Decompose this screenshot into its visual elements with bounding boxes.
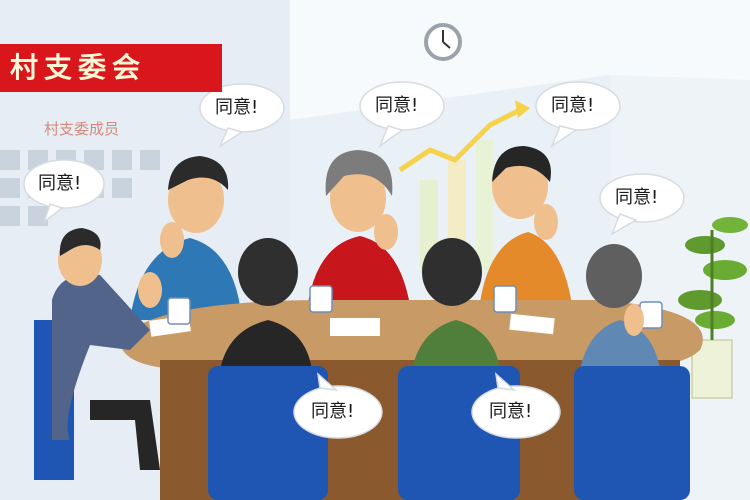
speech-bubble-text: 同意! [615, 187, 659, 208]
wall-clock-icon [424, 23, 462, 61]
speech-bubble-text: 同意! [375, 95, 419, 116]
speech-bubble-text: 同意! [311, 401, 355, 422]
speech-bubbles [23, 81, 685, 439]
person-left-seated [34, 228, 162, 480]
person-front-middle [412, 238, 500, 370]
board-caption: 村支委成员 [44, 120, 120, 138]
speech-bubble-text: 同意! [551, 95, 595, 116]
speech-bubble-text: 同意! [215, 97, 259, 118]
committee-banner: 村支委会 [0, 44, 222, 92]
speech-bubble-text: 同意! [38, 173, 82, 194]
person-front-left [220, 238, 312, 370]
person-front-right [580, 244, 660, 370]
chairs-front-row [208, 366, 690, 500]
speech-bubble-text: 同意! [489, 401, 533, 422]
